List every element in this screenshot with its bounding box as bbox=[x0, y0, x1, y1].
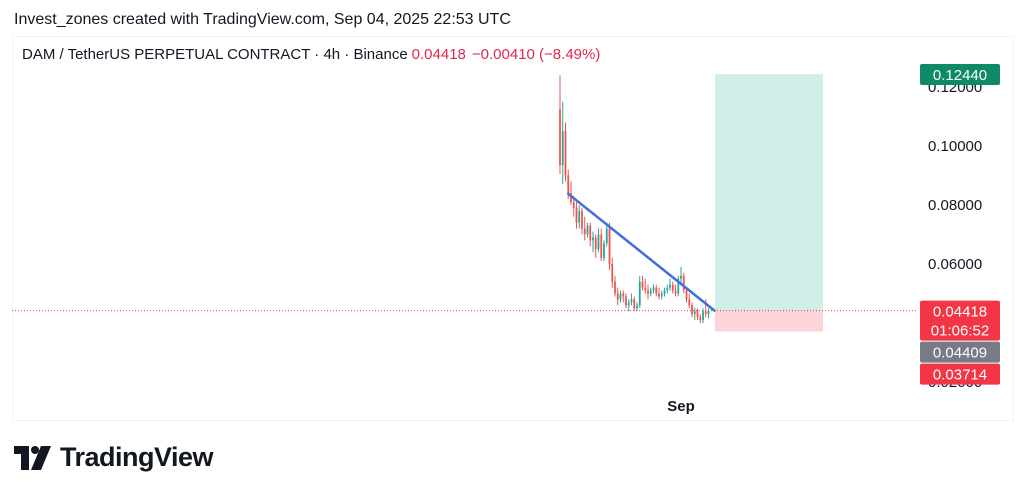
candle-body bbox=[652, 287, 655, 291]
candle-body bbox=[658, 293, 660, 297]
candle-body bbox=[616, 293, 619, 300]
candle-body bbox=[570, 193, 572, 203]
candle-body bbox=[608, 228, 611, 264]
chart-attribution: Invest_zones created with TradingView.co… bbox=[14, 11, 511, 28]
trendline bbox=[567, 192, 716, 312]
price-tag-label: 0.04409 bbox=[933, 345, 987, 362]
candle-body bbox=[561, 131, 564, 166]
candle-body bbox=[688, 299, 691, 306]
candle-body bbox=[559, 109, 561, 166]
candle-body bbox=[633, 299, 636, 309]
candle-body bbox=[699, 317, 702, 321]
candle-body bbox=[685, 290, 688, 300]
candle-body bbox=[680, 275, 682, 279]
candle-body bbox=[707, 310, 710, 315]
candle-body bbox=[638, 281, 641, 306]
candle-body bbox=[644, 287, 647, 291]
price-tag-label: 0.12440 bbox=[933, 67, 987, 84]
price-tag bbox=[920, 300, 1000, 341]
candle-body bbox=[572, 202, 575, 208]
candle-body bbox=[578, 210, 581, 223]
candle-body bbox=[605, 228, 608, 244]
candle-body bbox=[636, 305, 638, 309]
stop-zone bbox=[715, 310, 823, 332]
target-zone bbox=[715, 74, 823, 311]
price-tag bbox=[920, 341, 1000, 363]
candle-body bbox=[669, 284, 671, 288]
candle-body bbox=[674, 290, 677, 294]
brand-name: TradingView bbox=[60, 442, 214, 472]
candle-body bbox=[592, 237, 594, 241]
candle-body bbox=[600, 234, 603, 259]
candle-body bbox=[704, 311, 707, 315]
last-price: 0.04418 bbox=[411, 46, 466, 63]
tradingview-logo[interactable]: TradingView bbox=[14, 442, 214, 473]
candle-body bbox=[696, 311, 699, 318]
candle-body bbox=[619, 293, 622, 300]
chart-panel[interactable] bbox=[12, 36, 1014, 421]
candle-body bbox=[693, 311, 696, 315]
price-tag-label: 0.04418 bbox=[933, 304, 987, 321]
candle-body bbox=[647, 290, 649, 294]
candle-body bbox=[666, 287, 669, 291]
candle-body bbox=[663, 290, 666, 294]
candle-body bbox=[702, 311, 704, 321]
candle-body bbox=[691, 305, 693, 315]
candle-body bbox=[627, 302, 630, 306]
candle-body bbox=[655, 287, 658, 294]
candle-body bbox=[594, 237, 597, 250]
candle-body bbox=[649, 290, 652, 294]
symbol-header: DAM / TetherUS PERPETUAL CONTRACT · 4h ·… bbox=[22, 46, 600, 63]
countdown-label: 01:06:52 bbox=[931, 323, 989, 340]
candle-body bbox=[660, 293, 663, 297]
candle-body bbox=[583, 228, 586, 235]
price-tag bbox=[920, 64, 1000, 86]
candle-body bbox=[611, 264, 614, 282]
candle-body bbox=[671, 284, 674, 291]
y-tick-label: 0.08000 bbox=[928, 197, 982, 214]
candle-body bbox=[630, 299, 633, 303]
tradingview-logo-icon bbox=[14, 445, 51, 470]
candle-body bbox=[575, 207, 578, 223]
price-tag-label: 0.03714 bbox=[933, 367, 987, 384]
candle-body bbox=[597, 234, 600, 250]
candle-body bbox=[564, 131, 567, 176]
candle-body bbox=[677, 278, 680, 294]
candle-body bbox=[614, 281, 616, 294]
candle-body bbox=[589, 225, 592, 241]
y-tick-label: 0.06000 bbox=[928, 256, 982, 273]
price-tag bbox=[920, 363, 1000, 385]
candle-body bbox=[567, 175, 570, 194]
x-tick-label: Sep bbox=[667, 398, 695, 415]
symbol-title[interactable]: DAM / TetherUS PERPETUAL CONTRACT · 4h ·… bbox=[22, 46, 408, 63]
candle-body bbox=[625, 296, 627, 306]
candle-body bbox=[622, 293, 625, 297]
candle-body bbox=[581, 210, 583, 229]
candle-body bbox=[641, 281, 644, 288]
price-change: −0.00410 (−8.49%) bbox=[471, 46, 601, 63]
candle-body bbox=[586, 225, 589, 235]
candle-body bbox=[682, 275, 685, 291]
candle-body bbox=[603, 243, 605, 259]
y-tick-label: 0.10000 bbox=[928, 138, 982, 155]
